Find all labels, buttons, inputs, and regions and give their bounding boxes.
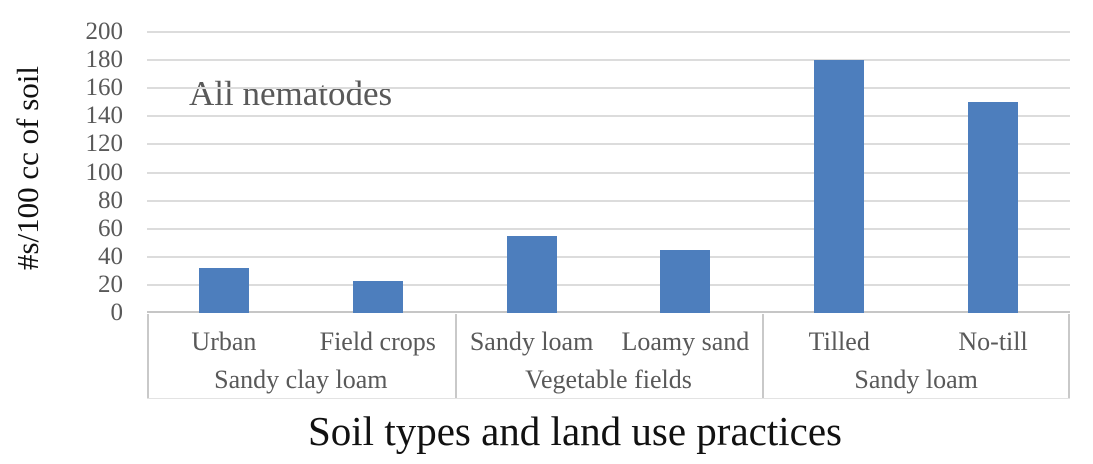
bar-sandy-loam [506,235,557,313]
y-axis-tick-label: 80 [98,186,123,214]
category-group-divider [454,314,457,398]
y-axis-tick-label: 120 [85,130,124,158]
category-axis: Urban Field crops Sandy loam Loamy sand Till… [147,314,1070,399]
category-group-divider [147,314,149,398]
gridline [147,31,1070,33]
gridline [147,283,1070,286]
y-axis-tick-label: 40 [98,242,123,270]
gridline [147,199,1070,202]
bar-urban [198,268,249,313]
y-axis-tick-label: 20 [98,270,123,298]
chart-annotation: All nematodes [189,74,393,113]
category-label: Tilled [808,327,870,356]
bar-loamy-sand [660,249,711,313]
gridline [147,143,1070,146]
plot-area: All nematodes [147,31,1070,313]
category-group-divider [762,314,765,398]
category-group-label: Sandy loam [854,365,978,394]
y-axis-tick-label: 0 [110,299,124,326]
x-axis-title: Soil types and land use practices [307,408,842,454]
bar-field-crops [352,280,403,313]
gridline [147,255,1070,258]
y-axis-tick-labels: 200 180 160 140 120 100 80 60 40 20 0 [0,0,124,464]
gridline [147,87,1070,90]
gridline [147,59,1070,62]
category-label: Field crops [319,327,436,356]
y-axis-tick-label: 100 [85,158,124,186]
y-axis-tick-label: 60 [98,214,123,242]
y-axis-tick-label: 200 [85,18,124,45]
category-label: No-till [958,327,1028,356]
gridline [147,115,1070,118]
bar-no-till [968,102,1019,313]
y-axis-tick-label: 160 [85,74,124,102]
category-group-label: Sandy clay loam [214,365,388,394]
gridline [147,171,1070,174]
category-label: Sandy loam [469,327,594,356]
category-group-divider [1068,314,1070,398]
category-label: Urban [191,327,257,356]
y-axis-tick-label: 180 [85,46,124,74]
category-label: Loamy sand [621,327,750,356]
y-axis-tick-label: 140 [85,102,124,130]
category-group-label: Vegetable fields [525,365,692,394]
bar-tilled [814,60,865,313]
x-axis-line [147,311,1070,313]
gridline [147,227,1070,230]
